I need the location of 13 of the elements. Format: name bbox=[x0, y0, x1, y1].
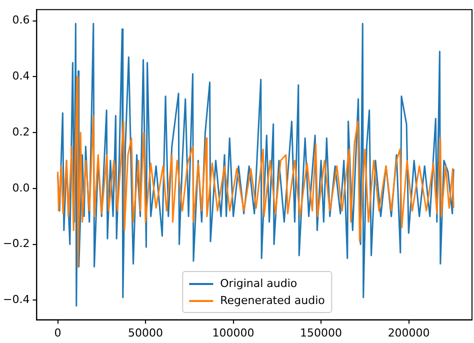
y-tick-label: 0.6 bbox=[12, 14, 30, 27]
y-tick-label: 0.0 bbox=[12, 181, 30, 194]
x-tick-label: 0 bbox=[54, 326, 62, 340]
y-tick-label: −0.2 bbox=[2, 237, 30, 250]
x-tick-label: 100000 bbox=[212, 326, 254, 340]
x-tick-label: 200000 bbox=[388, 326, 430, 340]
legend-label: Original audio bbox=[220, 277, 298, 290]
x-tick-label: 50000 bbox=[128, 326, 164, 340]
y-tick-label: −0.4 bbox=[2, 293, 30, 306]
y-tick-label: 0.4 bbox=[12, 70, 30, 83]
legend-label: Regenerated audio bbox=[220, 294, 325, 307]
y-tick-label: 0.2 bbox=[12, 125, 30, 138]
x-tick-label: 150000 bbox=[300, 326, 342, 340]
